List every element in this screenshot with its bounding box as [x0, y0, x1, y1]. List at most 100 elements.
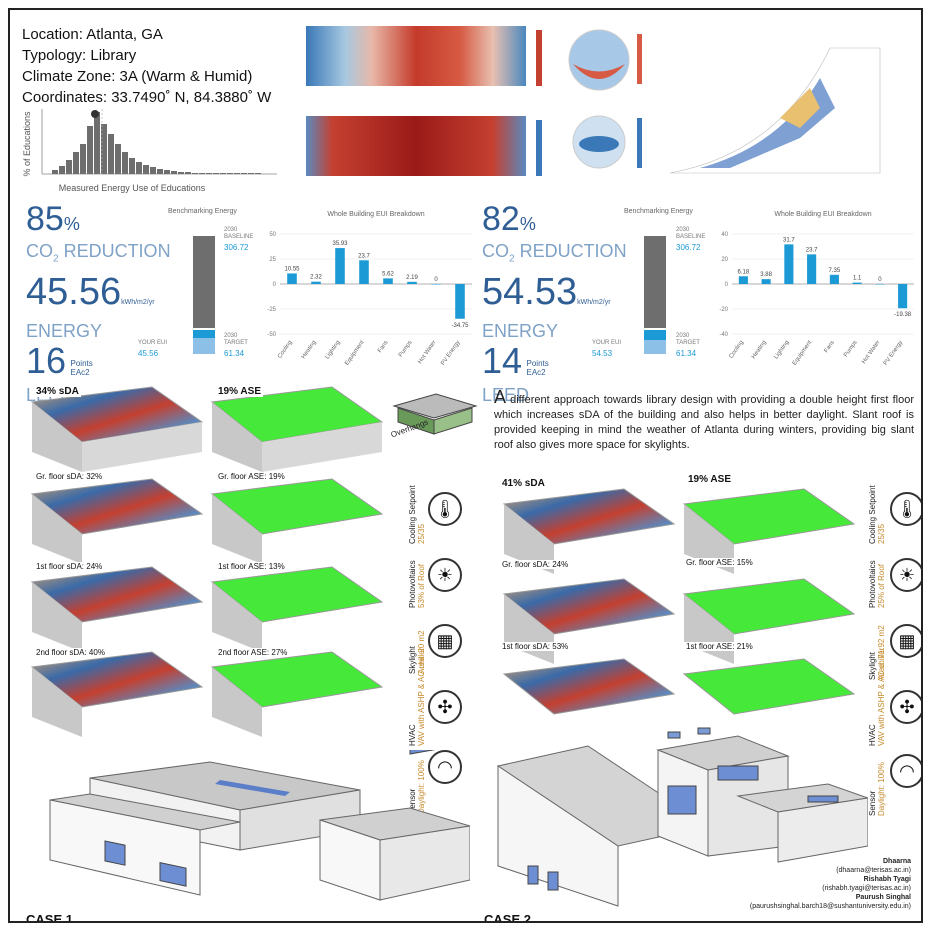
case2-ase-total: 19% ASE [686, 474, 733, 485]
bar-value-label: 23.7 [358, 253, 370, 259]
skylight-icon: ▦ [428, 624, 462, 658]
case1-leed-unit1: Points [70, 359, 93, 369]
case1-ase-model-gr [210, 478, 384, 564]
bar [761, 279, 771, 284]
case1-f2-ase: 2nd floor ASE: 27% [216, 648, 290, 657]
x-tick-label: Pumps [398, 340, 414, 359]
case1-co2-label: CO2 REDUCTION [26, 241, 171, 265]
case1-your-eui-label: YOUR EUI [138, 340, 168, 346]
chart-title: Whole Building EUI Breakdown [774, 211, 871, 218]
histogram-bar [80, 144, 86, 174]
case1-strategy-2: Photovoltaics 53% of Roof [408, 560, 426, 608]
x-tick-label: Hot Water [861, 340, 881, 365]
histogram-bar [101, 124, 107, 174]
case1-f2-sda: 2nd floor sDA: 40% [34, 648, 107, 657]
case1-target-label: 2030 TARGET [224, 333, 248, 346]
bar [455, 284, 465, 319]
case2-sda-total: 41% sDA [500, 478, 547, 489]
case1-leed-unit2: EAc2 [70, 368, 90, 378]
case2-leed-unit2: EAc2 [526, 368, 546, 378]
case2-sda-model-gr [502, 578, 676, 664]
case1-sda-total: 34% sDA [34, 386, 81, 397]
histogram-bar [227, 173, 233, 174]
bar [311, 281, 321, 284]
y-tick-label: 50 [269, 232, 276, 238]
bar [431, 284, 441, 285]
solar-panel-icon-case2: ☀ [890, 558, 921, 592]
case2-sda-model-f1 [502, 658, 676, 715]
bar [807, 254, 817, 284]
wifi-icon-case2: ◠ [890, 754, 921, 788]
x-tick-label: Lighting [774, 340, 791, 361]
bar [852, 282, 862, 284]
y-tick-label: -25 [267, 307, 276, 313]
location-text: Location: Atlanta, GA [22, 26, 163, 43]
thermometer-icon-case2: 🌡 [890, 492, 921, 526]
case1-energy-value: 45.56 [26, 270, 122, 313]
case2-ase-model-gr [682, 578, 856, 664]
bar [383, 278, 393, 284]
case2-floor-models [502, 488, 856, 715]
histogram-bar [241, 173, 247, 174]
case1-gr-ase: Gr. floor ASE: 19% [216, 472, 287, 481]
case2-co2-unit: % [519, 214, 536, 234]
case2-leed-value: 14 [482, 339, 523, 381]
case2-gr-sda: Gr. floor sDA: 24% [500, 560, 571, 569]
x-tick-label: Lighting [325, 340, 342, 361]
bar-value-label: -19.38 [894, 312, 912, 318]
histogram-bar [255, 173, 261, 174]
case1-sda-model-f1 [30, 566, 204, 652]
case1-eui-breakdown-chart: Whole Building EUI Breakdown 50 25 0 -25 -50 1… [267, 211, 472, 367]
temperature-heatmaps [306, 26, 542, 176]
case2-building-model [496, 727, 868, 907]
case1-baseline-label: 2030 BASELINE [224, 227, 254, 240]
case1-ase-model-f1 [210, 566, 384, 652]
case1-building-model [49, 750, 470, 901]
y-tick-label: -20 [719, 307, 728, 313]
wifi-icon: ◠ [428, 750, 462, 784]
y-tick-label: -40 [719, 332, 728, 338]
histogram-bar [115, 144, 121, 174]
case2-strategy-3: HVAC VAV with ASHP & AC chiller [868, 647, 886, 746]
case1-co2-value: 85 [26, 200, 64, 238]
bar-value-label: 23.7 [806, 247, 818, 253]
histogram-bar [220, 173, 226, 174]
case2-strategy-0: Cooling Setpoint 25/35 [868, 485, 886, 544]
case2-eui-breakdown-chart: Whole Building EUI Breakdown 40 20 0 -20 -40 6… [719, 211, 914, 367]
histogram-bar [73, 152, 79, 174]
case1-leed-value: 16 [26, 339, 67, 381]
case1-gr-sda: Gr. floor sDA: 32% [34, 472, 105, 481]
typology-text: Typology: Library [22, 47, 137, 64]
case1-eui-bar [193, 330, 215, 338]
case1-f1-ase: 1st floor ASE: 13% [216, 562, 287, 571]
case2-target-value: 61.34 [676, 349, 697, 358]
bar-value-label: 31.7 [783, 237, 795, 243]
case1-ase-model-f2 [210, 651, 384, 737]
bar-value-label: 6.18 [738, 269, 750, 275]
case2-your-eui-value: 54.53 [592, 349, 613, 358]
case2-ase-model-total [682, 488, 856, 574]
credit-email-3: (paurushsinghal.barch18@sushantuniversit… [749, 903, 911, 910]
case2-description: A different approach towards library des… [494, 387, 914, 451]
histogram-bar [178, 172, 184, 174]
x-tick-label: PV Energy [440, 340, 461, 367]
case2-eui-bar [644, 330, 666, 340]
bar [829, 274, 839, 284]
x-tick-label: Pumps [843, 340, 859, 359]
thermometer-icon: 🌡 [428, 492, 462, 526]
histogram-xlabel: Measured Energy Use of Educations [59, 183, 206, 193]
histogram-bars [52, 112, 261, 174]
case1-energy-unit: kWh/m2/yr [121, 298, 155, 306]
case2-energy-unit: kWh/m2/yr [577, 298, 611, 306]
credit-name-3: Paurush Singhal [855, 894, 911, 901]
case2-co2-value: 82 [482, 200, 520, 238]
histogram-bar [248, 173, 254, 174]
sun-path-diagrams [568, 29, 642, 169]
case1-baseline-value: 306.72 [224, 243, 249, 252]
case1-metrics: 85% CO2 REDUCTION 45.56kWh/m2/yr ENERGY … [26, 200, 171, 404]
case1-strategy-1: Cooling Setpoint 25/35 [408, 485, 426, 544]
histogram-bar [213, 173, 219, 174]
bar-value-label: 0 [434, 277, 438, 283]
case1-sda-model-gr [30, 478, 204, 564]
bar-value-label: 10.55 [284, 266, 300, 272]
